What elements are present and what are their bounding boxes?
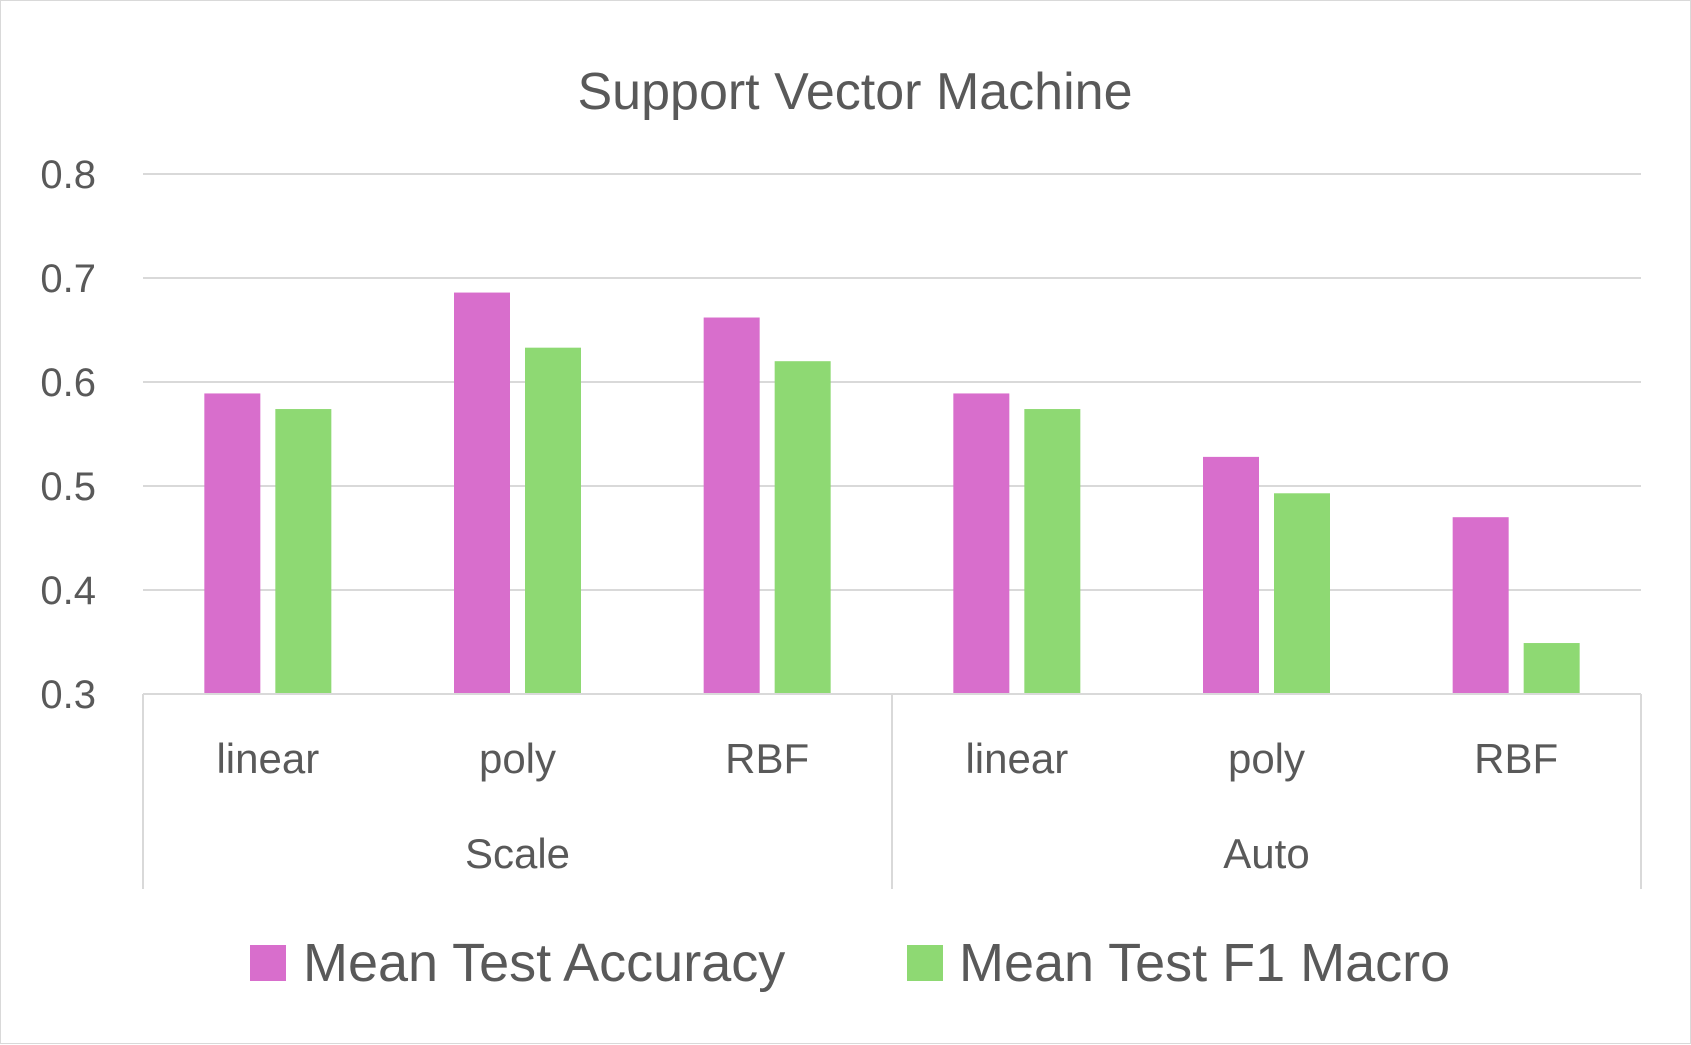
legend-label-accuracy: Mean Test Accuracy [303,933,785,993]
bars [204,292,1580,694]
legend-label-f1-macro: Mean Test F1 Macro [959,933,1450,993]
x-category-label: RBF [1474,735,1558,782]
y-tick-label: 0.3 [40,673,96,717]
bar-f1-macro-2 [774,361,831,694]
bar-accuracy-2 [703,317,760,694]
chart-title: Support Vector Machine [578,63,1133,121]
y-tick-label: 0.6 [40,361,96,405]
x-group-label: Scale [465,830,570,877]
y-tick-label: 0.7 [40,257,96,301]
bar-f1-macro-5 [1523,643,1580,694]
bar-f1-macro-3 [1024,409,1081,694]
x-category-label: poly [479,735,556,782]
bar-accuracy-3 [953,393,1010,694]
legend: Mean Test Accuracy Mean Test F1 Macro [250,933,1450,993]
bar-accuracy-4 [1203,456,1259,694]
bar-accuracy-0 [204,393,261,694]
bar-f1-macro-0 [275,409,332,694]
x-category-label: linear [965,735,1068,782]
y-tick-label: 0.4 [40,569,96,613]
y-tick-label: 0.8 [40,153,96,197]
x-category-label: linear [216,735,319,782]
x-axis: linear poly RBF linear poly RBF Scale Auto [142,693,1642,889]
y-tick-label: 0.5 [40,465,96,509]
legend-swatch-f1-macro [907,945,943,981]
bar-accuracy-1 [454,292,510,694]
legend-swatch-accuracy [250,945,286,981]
bar-f1-macro-4 [1274,493,1330,694]
x-category-label: poly [1228,735,1305,782]
gridlines [143,173,1641,591]
bar-f1-macro-1 [525,347,581,694]
x-group-label: Auto [1223,830,1309,877]
bar-accuracy-5 [1452,517,1509,694]
x-category-label: RBF [725,735,809,782]
y-axis-ticks: 0.3 0.4 0.5 0.6 0.7 0.8 [40,153,96,717]
